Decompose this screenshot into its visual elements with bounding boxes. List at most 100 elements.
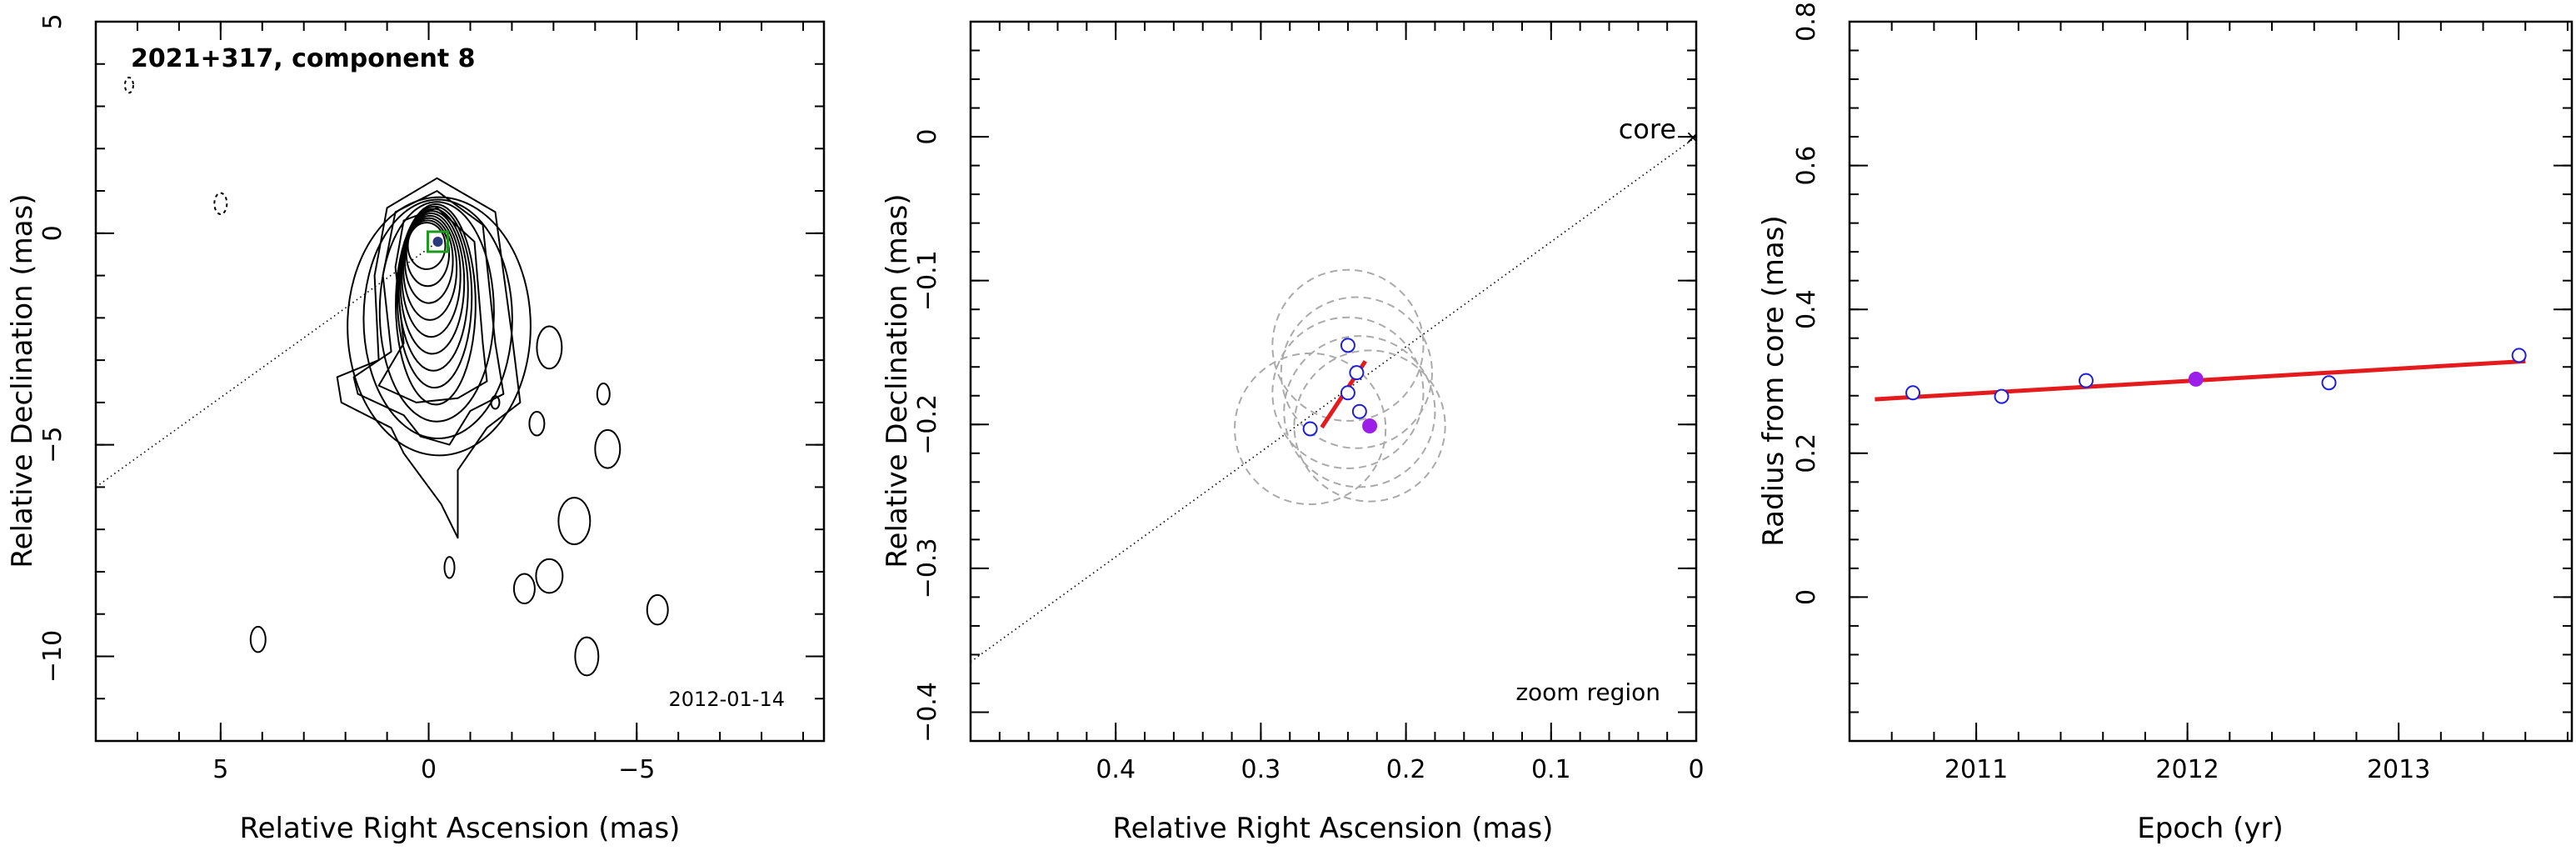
contour-level (377, 207, 488, 403)
y-tick-label: −0.1 (913, 250, 942, 311)
contour-level (347, 196, 532, 457)
y-tick-label: 0 (913, 129, 942, 145)
contour-blob (557, 497, 592, 545)
map-tick-labels: 5 0 −5 5 0 −5 −10 (38, 13, 655, 784)
contour-blob (596, 383, 611, 406)
contour-level (401, 213, 462, 338)
zoom-ticks (970, 21, 1697, 742)
x-tick-label: −5 (618, 755, 655, 784)
radius-plot-area (1875, 348, 2527, 404)
contour-blob (536, 325, 563, 370)
uncertainty-circle (1280, 296, 1433, 449)
core-marker-icon: × (1685, 128, 1700, 148)
x-tick-label: 5 (212, 755, 228, 784)
map-y-axis-label: Relative Declination (mas) (6, 193, 39, 568)
position-point (1302, 421, 1318, 437)
y-tick-label: −0.3 (913, 538, 942, 598)
position-point (1340, 385, 1355, 401)
negative-contour (213, 192, 228, 215)
map-title: 2021+317, component 8 (131, 44, 476, 73)
map-ticks (95, 21, 824, 742)
contour-level (399, 210, 466, 355)
x-tick-label: 0 (1688, 755, 1704, 784)
contour-level (403, 217, 454, 304)
radius-point (2321, 375, 2337, 391)
contour-blob (594, 428, 622, 469)
radius-point (1905, 385, 1921, 401)
uncertainty-circle (1234, 352, 1387, 506)
uncertainty-circle (1283, 335, 1436, 488)
component-box (427, 230, 450, 253)
radius-point (2078, 373, 2094, 388)
y-tick-label: 0 (38, 225, 67, 241)
panel-radius: 2011 2012 2013 0 0.2 0.4 0.6 0.8 Epoch (yr) Rad… (1757, 2, 2574, 845)
contour-blob (512, 573, 536, 605)
y-tick-label: 0.4 (1792, 289, 1821, 329)
map-epoch-label: 2012-01-14 (669, 688, 785, 711)
x-tick-label: 0.1 (1531, 755, 1571, 784)
y-tick-label: −5 (38, 427, 67, 463)
contour-blob (528, 411, 546, 437)
x-tick-label: 0.4 (1096, 755, 1136, 784)
contour-level (362, 198, 513, 440)
y-tick-label: 0.2 (1792, 433, 1821, 473)
contour-blob (646, 593, 669, 626)
radius-frame (1848, 20, 2574, 743)
position-point (1340, 338, 1355, 353)
uncertainty-circle (1271, 316, 1425, 469)
radius-highlight-point (2188, 371, 2204, 387)
map-x-axis-label: Relative Right Ascension (mas) (240, 812, 681, 845)
contour-level (407, 222, 447, 270)
y-tick-label: 0.6 (1792, 146, 1821, 186)
negative-contour (123, 77, 134, 94)
position-uncertainty-circles (1234, 268, 1446, 506)
x-tick-label: 0.3 (1241, 755, 1281, 784)
radius-x-axis-label: Epoch (yr) (2137, 812, 2284, 845)
contour-blob (535, 558, 564, 594)
panel-zoom: × 0.4 0.3 0.2 0.1 0 0 −0.1 −0.2 −0.3 −0.4 core zo… (881, 20, 1705, 845)
contour-level (402, 214, 458, 321)
zoom-tick-labels: 0.4 0.3 0.2 0.1 0 0 −0.1 −0.2 −0.3 −0.4 (913, 129, 1705, 784)
map-frame (94, 20, 826, 743)
core-label: core (1619, 113, 1676, 145)
zoom-x-axis-label: Relative Right Ascension (mas) (1113, 812, 1554, 845)
contour-blob (249, 625, 267, 653)
radius-y-axis-label: Radius from core (mas) (1757, 215, 1790, 546)
x-tick-label: 2012 (2155, 755, 2219, 784)
y-tick-label: 0.8 (1792, 2, 1821, 42)
contour-level (405, 219, 451, 288)
x-tick-label: 0.2 (1386, 755, 1426, 784)
contour-blob (490, 395, 501, 410)
position-point (1349, 365, 1365, 381)
contour-level (352, 190, 505, 446)
map-plot-area (96, 77, 669, 677)
zoom-frame (969, 20, 1698, 743)
y-tick-label: 5 (38, 13, 67, 29)
component-marker (432, 236, 443, 247)
radius-tick-labels: 2011 2012 2013 0 0.2 0.4 0.6 0.8 (1792, 2, 2430, 784)
radius-points (1905, 348, 2527, 404)
panel-map: 5 0 −5 5 0 −5 −10 2021+317, component 8 2012-0… (6, 13, 826, 845)
contour-level (378, 201, 495, 423)
contour-level (396, 205, 473, 389)
x-tick-label: 0 (421, 755, 437, 784)
contour-blob (443, 556, 456, 579)
zoom-points (1302, 338, 1367, 437)
zoom-plot-area: × (971, 128, 1700, 663)
contour-blob (574, 636, 600, 677)
radius-ticks (1849, 21, 2572, 742)
zoom-highlight-point (1362, 418, 1378, 434)
y-tick-label: 0 (1792, 589, 1821, 605)
x-tick-label: 2011 (1944, 755, 2008, 784)
zoom-y-axis-label: Relative Declination (mas) (881, 193, 914, 568)
y-tick-label: −0.4 (913, 682, 942, 743)
contour-level (395, 203, 477, 406)
zoom-jet-axis-line (971, 136, 1696, 663)
zoom-region-label: zoom region (1515, 678, 1660, 706)
contour-map (123, 77, 669, 677)
y-tick-label: −0.2 (913, 394, 942, 455)
uncertainty-circle (1293, 349, 1446, 503)
x-tick-label: 2013 (2367, 755, 2430, 784)
position-point (1351, 403, 1367, 419)
